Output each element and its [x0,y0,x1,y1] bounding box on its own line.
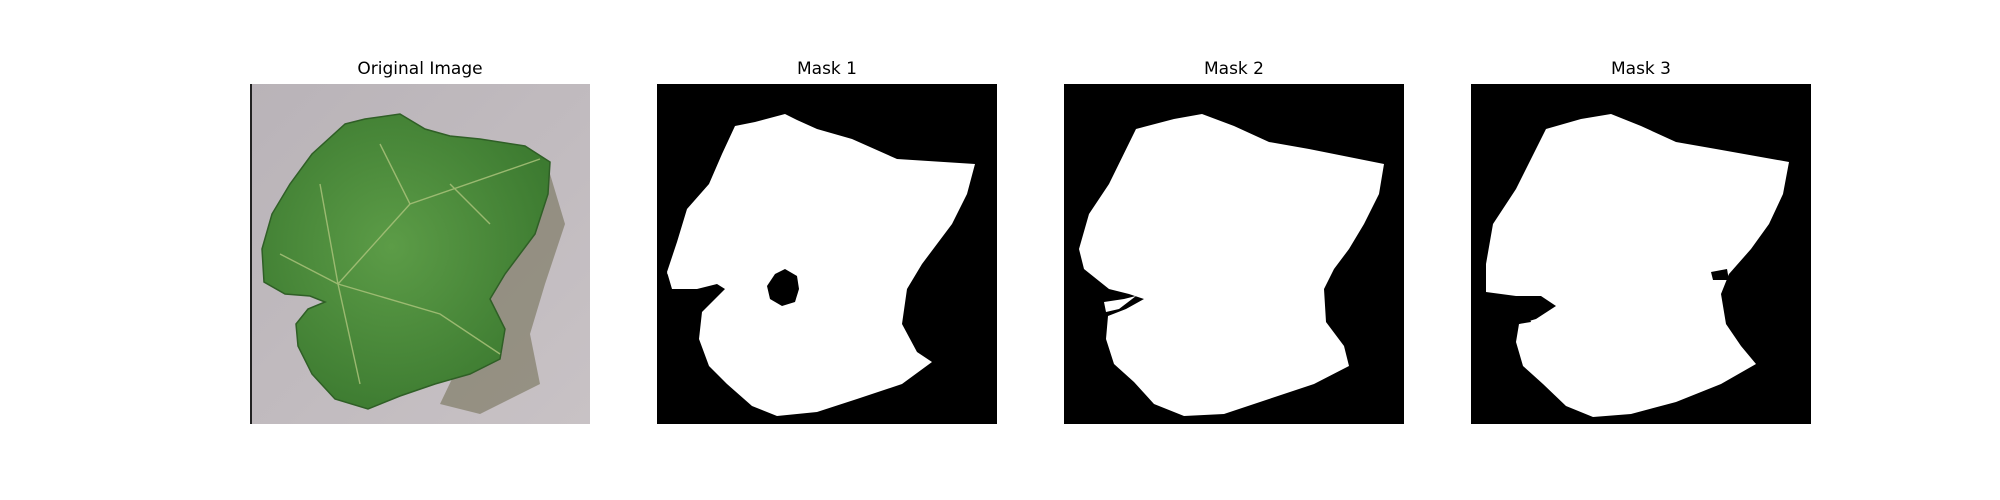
panel-title: Mask 1 [796,59,857,79]
mask-2-image [1064,84,1404,424]
mask-3-image [1471,84,1811,424]
leaf-photo [250,84,590,424]
panel-mask-2: Mask 2 [1064,0,1404,500]
mask-1-image [657,84,997,424]
panel-mask-3: Mask 3 [1471,0,1811,500]
leaf-veins [279,143,541,385]
panel-original-image: Original Image [250,0,590,500]
panel-mask-1: Mask 1 [657,0,997,500]
panel-title: Mask 3 [1610,59,1671,79]
panel-title: Mask 2 [1203,59,1264,79]
panel-title: Original Image [357,59,483,79]
